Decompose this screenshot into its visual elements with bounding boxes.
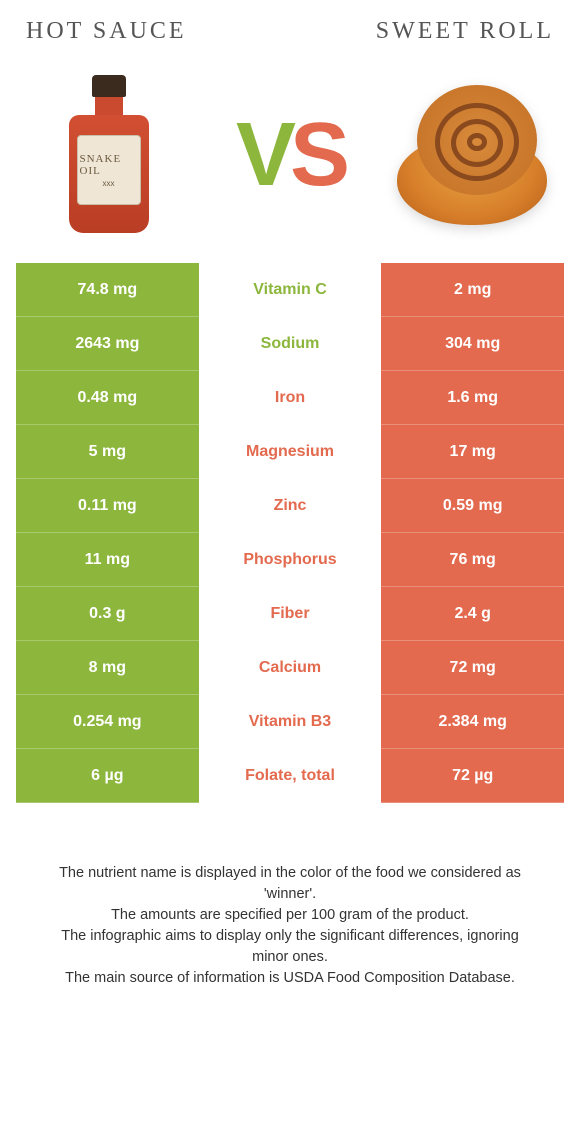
left-value: 6 µg (16, 749, 199, 803)
nutrient-table: 74.8 mgVitamin C2 mg2643 mgSodium304 mg0… (16, 263, 564, 803)
vs-v: V (236, 105, 290, 205)
footer-line: The nutrient name is displayed in the co… (46, 863, 534, 905)
left-value: 8 mg (16, 641, 199, 695)
sweet-roll-image (379, 65, 564, 245)
footer-line: The amounts are specified per 100 gram o… (46, 905, 534, 926)
nutrient-label: Zinc (199, 479, 382, 533)
table-row: 11 mgPhosphorus76 mg (16, 533, 564, 587)
footer-line: The main source of information is USDA F… (46, 968, 534, 989)
table-row: 0.11 mgZinc0.59 mg (16, 479, 564, 533)
nutrient-label: Vitamin C (199, 263, 382, 317)
nutrient-label: Phosphorus (199, 533, 382, 587)
left-value: 11 mg (16, 533, 199, 587)
right-value: 0.59 mg (381, 479, 564, 533)
nutrient-label: Sodium (199, 317, 382, 371)
right-value: 2.4 g (381, 587, 564, 641)
left-value: 2643 mg (16, 317, 199, 371)
right-value: 17 mg (381, 425, 564, 479)
bottle-brand: SNAKE OIL (80, 153, 138, 177)
roll-icon (387, 85, 557, 225)
table-row: 0.254 mgVitamin B32.384 mg (16, 695, 564, 749)
nutrient-label: Magnesium (199, 425, 382, 479)
nutrient-label: Folate, total (199, 749, 382, 803)
header: Hot sauce Sweet roll (16, 18, 564, 55)
right-value: 76 mg (381, 533, 564, 587)
vs-s: S (290, 105, 344, 205)
footer-line: The infographic aims to display only the… (46, 926, 534, 968)
right-value: 304 mg (381, 317, 564, 371)
left-value: 0.3 g (16, 587, 199, 641)
table-row: 2643 mgSodium304 mg (16, 317, 564, 371)
table-row: 8 mgCalcium72 mg (16, 641, 564, 695)
right-value: 1.6 mg (381, 371, 564, 425)
left-value: 0.254 mg (16, 695, 199, 749)
left-value: 5 mg (16, 425, 199, 479)
footer-notes: The nutrient name is displayed in the co… (16, 803, 564, 989)
right-food-title: Sweet roll (376, 18, 554, 45)
right-value: 72 µg (381, 749, 564, 803)
bottle-icon: SNAKE OIL xxx (69, 75, 149, 235)
table-row: 0.3 gFiber2.4 g (16, 587, 564, 641)
vs-label: VS (236, 104, 344, 207)
table-row: 0.48 mgIron1.6 mg (16, 371, 564, 425)
right-value: 72 mg (381, 641, 564, 695)
nutrient-label: Vitamin B3 (199, 695, 382, 749)
left-value: 0.11 mg (16, 479, 199, 533)
table-row: 6 µgFolate, total72 µg (16, 749, 564, 803)
table-row: 5 mgMagnesium17 mg (16, 425, 564, 479)
nutrient-label: Iron (199, 371, 382, 425)
left-value: 74.8 mg (16, 263, 199, 317)
right-value: 2 mg (381, 263, 564, 317)
table-row: 74.8 mgVitamin C2 mg (16, 263, 564, 317)
hot-sauce-image: SNAKE OIL xxx (16, 65, 201, 245)
bottle-sub: xxx (103, 179, 115, 188)
left-value: 0.48 mg (16, 371, 199, 425)
left-food-title: Hot sauce (26, 18, 187, 45)
nutrient-label: Fiber (199, 587, 382, 641)
right-value: 2.384 mg (381, 695, 564, 749)
nutrient-label: Calcium (199, 641, 382, 695)
image-row: SNAKE OIL xxx VS (16, 55, 564, 263)
